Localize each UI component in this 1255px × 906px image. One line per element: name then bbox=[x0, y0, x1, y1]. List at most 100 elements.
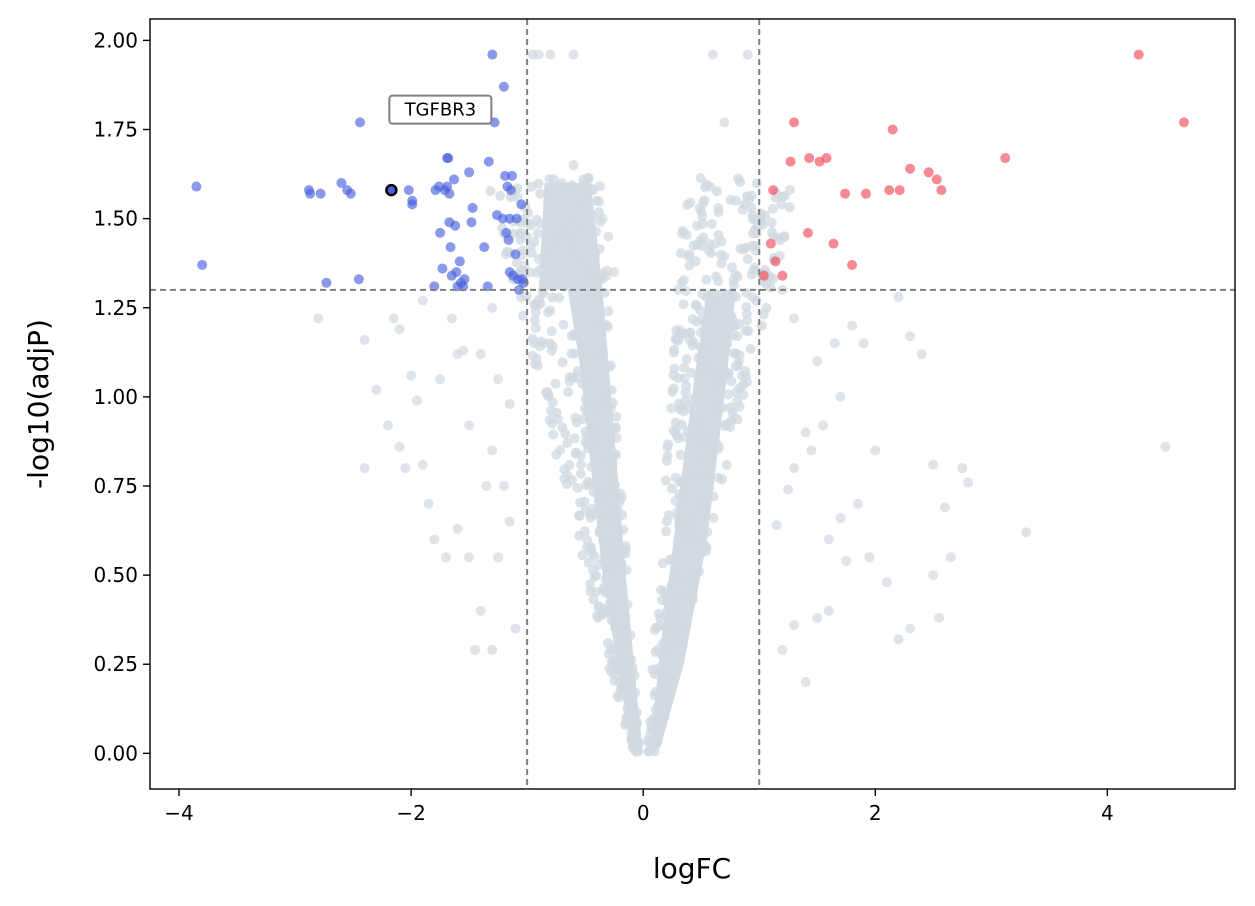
ns-cloud-point bbox=[564, 372, 575, 383]
ns-cloud-point bbox=[631, 717, 642, 728]
down-point bbox=[336, 177, 347, 188]
x-tick-label: −2 bbox=[396, 801, 425, 825]
ns-cloud-point bbox=[560, 428, 571, 439]
ns-cloud-point bbox=[544, 174, 555, 185]
up-point bbox=[1000, 153, 1011, 164]
x-tick-label: 2 bbox=[869, 801, 882, 825]
down-point bbox=[483, 156, 494, 167]
ns-cloud-point bbox=[700, 434, 711, 445]
up-point bbox=[884, 185, 895, 196]
ns-cloud-point bbox=[673, 600, 684, 611]
ns-cloud-point bbox=[623, 697, 634, 708]
ns-point bbox=[504, 399, 515, 409]
up-point bbox=[894, 185, 905, 196]
ns-cloud-point bbox=[692, 439, 703, 450]
ns-cloud-point bbox=[544, 242, 555, 253]
ns-cloud-point bbox=[571, 417, 582, 428]
up-point bbox=[758, 270, 769, 281]
up-point bbox=[804, 153, 815, 164]
ns-cloud-point bbox=[589, 249, 600, 260]
down-point bbox=[482, 281, 493, 292]
ns-cloud-point bbox=[784, 202, 795, 213]
ns-cloud-point bbox=[629, 744, 640, 755]
ns-cloud-point bbox=[706, 219, 717, 230]
ns-point bbox=[928, 570, 939, 581]
ns-cloud-point bbox=[679, 478, 690, 489]
ns-cloud-point bbox=[566, 348, 577, 359]
ns-cloud-point bbox=[589, 383, 600, 394]
ns-point bbox=[382, 420, 393, 431]
ns-cloud-point bbox=[626, 654, 637, 665]
ns-cloud-point bbox=[583, 557, 594, 568]
ns-cloud-point bbox=[571, 220, 582, 231]
ns-cloud-point bbox=[679, 362, 690, 373]
ns-cloud-point bbox=[645, 716, 656, 727]
ns-cloud-point bbox=[678, 406, 689, 417]
ns-cloud-point bbox=[660, 475, 671, 486]
up-point bbox=[936, 185, 947, 196]
ns-cloud-point bbox=[676, 248, 687, 259]
ns-cloud-point bbox=[681, 354, 692, 365]
ns-cloud-point bbox=[584, 398, 595, 409]
annotation-layer: TGFBR3 bbox=[385, 94, 493, 197]
ns-cloud-point bbox=[673, 513, 684, 524]
ns-cloud-point bbox=[679, 554, 690, 565]
ns-cloud-point bbox=[620, 611, 631, 622]
down-point bbox=[466, 217, 477, 228]
up-point bbox=[923, 167, 934, 178]
ns-point bbox=[777, 644, 788, 655]
down-point bbox=[459, 274, 470, 285]
ns-point bbox=[818, 420, 829, 431]
ns-cloud-point bbox=[588, 371, 599, 382]
ns-point bbox=[783, 484, 794, 495]
ns-cloud-point bbox=[735, 243, 746, 254]
ns-cloud-point bbox=[734, 401, 745, 412]
ns-cloud-point bbox=[673, 565, 684, 576]
ns-cloud-point bbox=[670, 427, 681, 438]
annotation-box bbox=[388, 94, 493, 125]
ns-cloud-point bbox=[682, 199, 693, 210]
down-point bbox=[305, 188, 316, 199]
up-point bbox=[802, 227, 813, 238]
ns-cloud-point bbox=[592, 421, 603, 432]
down-point bbox=[511, 213, 522, 224]
ns-cloud-point bbox=[598, 320, 609, 331]
ns-cloud-point bbox=[485, 186, 496, 197]
up-point bbox=[931, 174, 942, 185]
down-point bbox=[437, 263, 448, 274]
ns-cloud-point bbox=[608, 518, 619, 529]
ns-cloud-point bbox=[588, 185, 599, 196]
ns-point bbox=[394, 441, 405, 452]
ns-cloud-point bbox=[666, 483, 677, 494]
ns-cloud-point bbox=[693, 551, 704, 562]
ns-cloud-point bbox=[660, 641, 671, 652]
ns-point bbox=[568, 49, 579, 60]
ns-cloud-point bbox=[699, 323, 710, 334]
ns-cloud-point bbox=[570, 201, 581, 212]
ns-cloud-point bbox=[694, 419, 705, 430]
ns-cloud-point bbox=[690, 299, 701, 310]
ns-cloud-point bbox=[538, 338, 549, 349]
up-point bbox=[768, 185, 779, 196]
ns-cloud-point bbox=[607, 478, 618, 489]
ns-cloud-point bbox=[668, 383, 679, 394]
ns-cloud-point bbox=[531, 267, 542, 278]
ns-cloud-point bbox=[732, 331, 743, 342]
ns-cloud-point bbox=[511, 257, 522, 268]
ns-cloud-point bbox=[719, 421, 730, 432]
ns-cloud-point bbox=[553, 181, 564, 192]
ns-point bbox=[452, 523, 463, 534]
ns-cloud-point bbox=[609, 450, 620, 461]
ns-cloud-point bbox=[746, 240, 757, 251]
down-point bbox=[191, 181, 202, 192]
y-axis-ticks: 0.00 0.25 0.50 0.75 1.00 1.25 1.50 1.75 2.00 bbox=[93, 28, 150, 765]
ns-cloud-point bbox=[535, 188, 546, 199]
ns-cloud-point bbox=[600, 433, 611, 444]
ns-cloud-point bbox=[571, 251, 582, 262]
ns-cloud-point bbox=[692, 535, 703, 546]
ns-cloud-point bbox=[680, 387, 691, 398]
down-point bbox=[516, 199, 527, 210]
ns-cloud-point bbox=[594, 274, 605, 285]
ns-point bbox=[417, 295, 428, 306]
ns-cloud-point bbox=[542, 386, 553, 397]
